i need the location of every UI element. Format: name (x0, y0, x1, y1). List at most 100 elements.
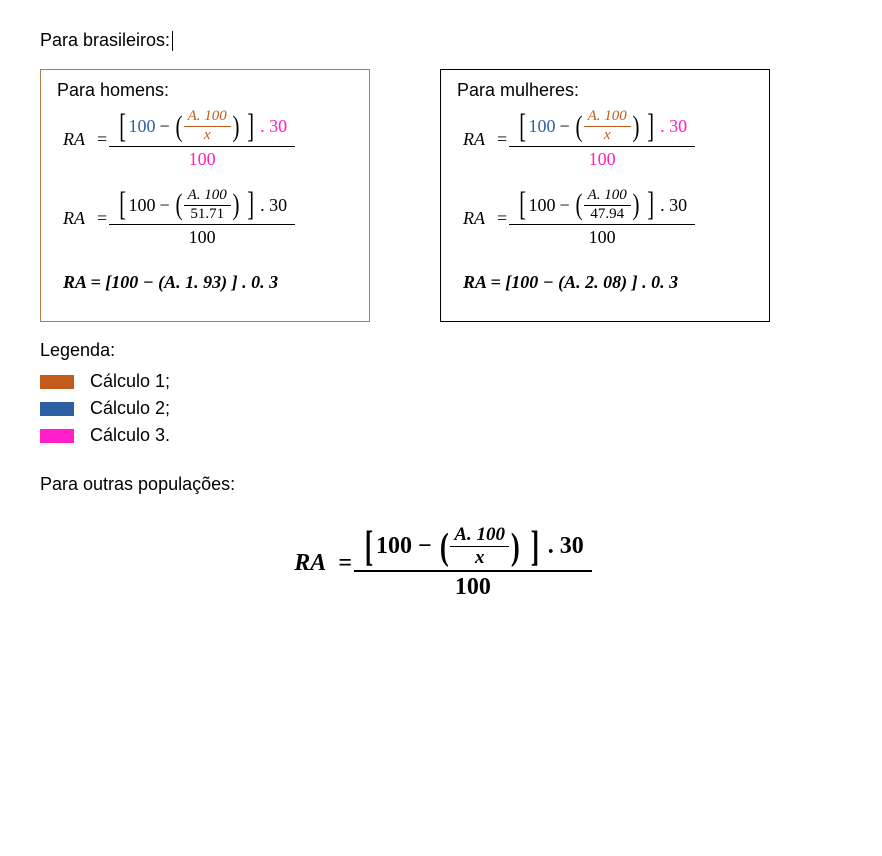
legend-label-3: Cálculo 3. (90, 425, 170, 446)
legend-swatch-3 (40, 429, 74, 443)
left-bracket: [ (365, 526, 373, 568)
formula-text: RA = [100 − (A. 2. 08) ] . 0. 3 (463, 272, 678, 293)
numerator: [ 100 − ( A. 100 51.71 ) ] . 30 (113, 188, 291, 225)
inner-fraction: A. 100 47.94 (586, 188, 629, 223)
legend-swatch-2 (40, 402, 74, 416)
boxes-row: Para homens: RA = [ 100 − ( A. 100 x ) ] (40, 69, 842, 322)
denominator: 100 (509, 224, 695, 248)
heading-other-populations: Para outras populações: (40, 474, 842, 495)
left-paren: ( (575, 112, 582, 142)
formula-text: RA = [100 − (A. 1. 93) ] . 0. 3 (63, 272, 278, 293)
right-bracket: ] (530, 526, 538, 568)
minus: − (559, 116, 569, 137)
left-paren: ( (440, 528, 449, 566)
legend-swatch-1 (40, 375, 74, 389)
inner-fraction: A. 100 x (586, 109, 629, 144)
left-paren: ( (175, 112, 182, 142)
left-paren: ( (175, 190, 182, 220)
legend-label-1: Cálculo 1; (90, 371, 170, 392)
inner-den: x (450, 546, 509, 568)
fraction: [ 100 − ( A. 100 x ) ] . 30 100 (113, 109, 291, 170)
men-formula-3: RA = [100 − (A. 1. 93) ] . 0. 3 (63, 272, 353, 293)
equals-sign: = (97, 129, 107, 150)
right-paren: ) (632, 190, 639, 220)
mult-30: . 30 (660, 116, 687, 137)
hundred: 100 (376, 533, 412, 560)
right-bracket: ] (247, 110, 254, 144)
fraction: [ 100 − ( A. 100 51.71 ) ] . 30 100 (113, 188, 291, 249)
inner-num: A. 100 (586, 109, 629, 126)
hundred: 100 (128, 195, 155, 216)
fraction: [ 100 − ( A. 100 x ) ] . 30 100 (358, 525, 588, 601)
inner-num: A. 100 (452, 525, 507, 546)
minus: − (418, 533, 432, 560)
inner-den: 51.71 (184, 205, 231, 223)
heading-text: Para brasileiros: (40, 30, 170, 50)
inner-fraction: A. 100 x (452, 525, 507, 568)
ra-label: RA (294, 550, 326, 577)
women-formula-2: RA = [ 100 − ( A. 100 47.94 ) ] . 30 (463, 188, 753, 249)
minus: − (159, 195, 169, 216)
ra-label: RA (63, 129, 85, 150)
box-women: Para mulheres: RA = [ 100 − ( A. 100 x )… (440, 69, 770, 322)
women-formula-3: RA = [100 − (A. 2. 08) ] . 0. 3 (463, 272, 753, 293)
numerator: [ 100 − ( A. 100 47.94 ) ] . 30 (513, 188, 691, 225)
fraction: [ 100 − ( A. 100 47.94 ) ] . 30 100 (513, 188, 691, 249)
fraction: [ 100 − ( A. 100 x ) ] . 30 100 (513, 109, 691, 170)
equals-sign: = (497, 208, 507, 229)
hundred: 100 (128, 116, 155, 137)
men-formula-2: RA = [ 100 − ( A. 100 51.71 ) ] . 30 (63, 188, 353, 249)
mult-30: . 30 (548, 533, 584, 560)
inner-num: A. 100 (186, 188, 229, 205)
numerator: [ 100 − ( A. 100 x ) ] . 30 (513, 109, 691, 146)
right-bracket: ] (647, 188, 654, 222)
right-bracket: ] (247, 188, 254, 222)
inner-fraction: A. 100 x (186, 109, 229, 144)
legend-item-1: Cálculo 1; (40, 371, 842, 392)
right-paren: ) (232, 190, 239, 220)
legend: Cálculo 1; Cálculo 2; Cálculo 3. (40, 371, 842, 446)
box-men-title: Para homens: (57, 80, 353, 101)
box-men: Para homens: RA = [ 100 − ( A. 100 x ) ] (40, 69, 370, 322)
ra-label: RA (463, 208, 485, 229)
text-cursor (172, 31, 173, 51)
left-bracket: [ (119, 188, 126, 222)
hundred: 100 (528, 116, 555, 137)
mult-30: . 30 (660, 195, 687, 216)
denominator: 100 (509, 146, 695, 170)
numerator: [ 100 − ( A. 100 x ) ] . 30 (358, 525, 588, 570)
heading-brasileiros: Para brasileiros: (40, 30, 842, 51)
denominator: 100 (109, 224, 295, 248)
inner-den: x (584, 126, 631, 144)
denominator: 100 (109, 146, 295, 170)
mult-30: . 30 (260, 195, 287, 216)
hundred: 100 (528, 195, 555, 216)
men-formula-1: RA = [ 100 − ( A. 100 x ) ] . 30 (63, 109, 353, 170)
inner-den: 47.94 (584, 205, 631, 223)
equals-sign: = (97, 208, 107, 229)
right-paren: ) (632, 112, 639, 142)
left-bracket: [ (519, 188, 526, 222)
ra-label: RA (463, 129, 485, 150)
right-paren: ) (511, 528, 520, 566)
mult-30: . 30 (260, 116, 287, 137)
legend-item-2: Cálculo 2; (40, 398, 842, 419)
inner-num: A. 100 (186, 109, 229, 126)
box-women-title: Para mulheres: (457, 80, 753, 101)
equals-sign: = (497, 129, 507, 150)
left-bracket: [ (119, 110, 126, 144)
big-formula: RA = [ 100 − ( A. 100 x ) ] . 30 100 (40, 525, 842, 601)
denominator: 100 (354, 570, 592, 601)
inner-num: A. 100 (586, 188, 629, 205)
legend-title: Legenda: (40, 340, 842, 361)
ra-label: RA (63, 208, 85, 229)
equals-sign: = (338, 550, 352, 577)
right-paren: ) (232, 112, 239, 142)
legend-item-3: Cálculo 3. (40, 425, 842, 446)
inner-fraction: A. 100 51.71 (186, 188, 229, 223)
minus: − (559, 195, 569, 216)
minus: − (159, 116, 169, 137)
left-paren: ( (575, 190, 582, 220)
numerator: [ 100 − ( A. 100 x ) ] . 30 (113, 109, 291, 146)
legend-label-2: Cálculo 2; (90, 398, 170, 419)
